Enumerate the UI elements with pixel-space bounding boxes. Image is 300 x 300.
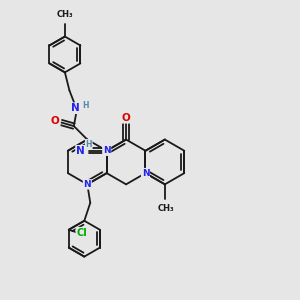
Text: CH₃: CH₃ (57, 10, 73, 19)
Text: N: N (142, 169, 149, 178)
Text: H: H (85, 140, 92, 149)
Text: O: O (122, 113, 130, 123)
Text: CH₃: CH₃ (158, 204, 175, 213)
Text: Cl: Cl (76, 228, 87, 238)
Text: H: H (82, 101, 89, 110)
Text: O: O (51, 116, 60, 126)
Text: N: N (83, 180, 91, 189)
Text: N: N (71, 103, 80, 113)
Text: N: N (76, 146, 85, 156)
Text: N: N (103, 146, 110, 155)
